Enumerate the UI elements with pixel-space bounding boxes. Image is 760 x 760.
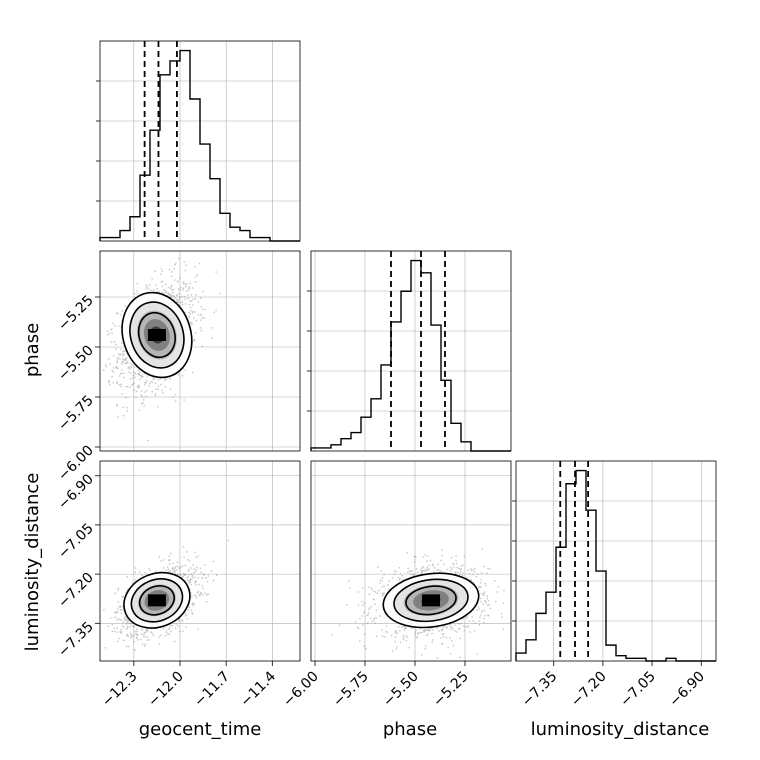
panels: −12.3 −12.0 −11.7 −11.4 −6.00 −5.75 −5.50 −5.25… [55,40,717,711]
ytick-label-phase: −5.25 [55,293,97,335]
xtick-label-geocent_time: −11.4 [237,668,279,710]
density-content [100,461,300,661]
density-peak [422,594,440,607]
density-content [311,461,511,661]
contour-line [129,301,185,369]
contour-line [138,585,176,616]
density-panel-geocent_time-phase [99,250,301,452]
density-peak [147,594,166,607]
density-content [100,251,300,451]
contour-line [130,578,184,623]
xlabel-geocent-time: geocent_time [139,719,262,740]
hist-luminosity_distance [515,469,716,662]
hist-panel-geocent_time [96,40,301,242]
hist-frame-geocent_time [99,40,301,242]
xtick-label-luminosity_distance: −7.05 [617,669,659,711]
xtick-label-geocent_time: −11.7 [191,669,233,711]
contour-line [121,291,193,379]
density-peak [147,329,166,341]
density-frame-geocent_time-phase [99,250,301,452]
contour-line [405,585,457,616]
ytick-label-luminosity_distance: −7.20 [55,570,97,612]
hist-panel-phase [307,250,512,452]
xtick-label-phase: −6.00 [280,669,322,711]
hist-panel-luminosity_distance [512,460,717,662]
ylabel-luminosity-distance: luminosity_distance [22,473,43,652]
contour-line [382,572,480,629]
xtick-label-geocent_time: −12.0 [145,669,187,711]
density-panel-geocent_time-luminosity_distance [99,460,301,662]
xtick-label-phase: −5.25 [430,669,472,711]
hist-frame-phase [310,250,512,452]
contour-line [393,578,469,623]
hist-frame-luminosity_distance [515,460,717,662]
xtick-label-phase: −5.50 [380,669,422,711]
ylabel-phase: phase [22,323,43,377]
contour-line [123,571,191,629]
hist-phase [310,259,511,452]
density-frame-geocent_time-luminosity_distance [99,460,301,662]
xtick-label-luminosity_distance: −7.20 [568,669,610,711]
density-frame-phase-luminosity_distance [310,460,512,662]
xtick-label-luminosity_distance: −6.90 [666,669,708,711]
ytick-label-luminosity_distance: −7.05 [55,520,97,562]
ytick-label-luminosity_distance: −7.35 [55,619,97,661]
xtick-label-phase: −5.75 [330,669,372,711]
ytick-label-phase: −5.50 [55,343,97,385]
xlabel-phase: phase [383,719,437,740]
ytick-label-phase: −5.75 [55,393,97,435]
density-panel-phase-luminosity_distance [310,460,512,662]
xtick-label-luminosity_distance: −7.35 [519,669,561,711]
xtick-label-geocent_time: −12.3 [99,669,141,711]
contour-line [137,311,176,359]
xlabel-luminosity-distance: luminosity_distance [531,719,710,740]
hist-geocent_time [99,49,300,242]
